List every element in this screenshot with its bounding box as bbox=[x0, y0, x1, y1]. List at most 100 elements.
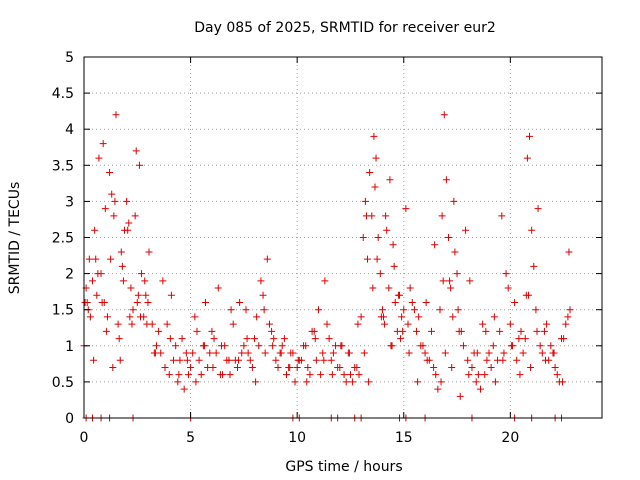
data-point bbox=[159, 277, 167, 285]
data-point bbox=[456, 392, 464, 400]
data-point bbox=[103, 313, 111, 321]
data-point bbox=[551, 363, 559, 371]
data-point bbox=[236, 298, 244, 306]
data-point bbox=[114, 320, 122, 328]
data-point bbox=[382, 212, 390, 220]
data-point bbox=[257, 277, 265, 285]
data-point bbox=[449, 313, 457, 321]
data-point bbox=[441, 349, 449, 357]
data-point bbox=[112, 111, 120, 119]
data-point bbox=[227, 306, 235, 314]
data-point bbox=[345, 349, 353, 357]
data-point bbox=[106, 169, 114, 177]
data-point bbox=[189, 349, 197, 357]
data-point bbox=[386, 176, 394, 184]
data-point bbox=[214, 284, 222, 292]
data-point bbox=[534, 205, 542, 213]
data-point bbox=[311, 335, 319, 343]
data-point bbox=[278, 342, 286, 350]
data-point bbox=[83, 298, 91, 306]
data-point bbox=[430, 363, 438, 371]
data-point bbox=[127, 284, 135, 292]
data-point bbox=[233, 363, 241, 371]
data-point bbox=[476, 385, 484, 393]
data-point bbox=[111, 197, 119, 205]
data-point bbox=[504, 284, 512, 292]
data-point bbox=[325, 335, 333, 343]
data-point bbox=[176, 356, 184, 364]
data-point bbox=[559, 378, 567, 386]
data-point bbox=[337, 342, 345, 350]
grid-lines bbox=[84, 57, 602, 418]
data-point bbox=[167, 291, 175, 299]
data-point bbox=[243, 335, 251, 343]
data-point bbox=[453, 270, 461, 278]
tick-labels: 0 0.5 1 1.5 2 2.5 3 3.5 4 4.5 5 0 5 10 15 20 bbox=[52, 50, 520, 446]
data-point bbox=[376, 270, 384, 278]
data-point bbox=[445, 234, 453, 241]
data-point bbox=[193, 327, 201, 335]
data-point bbox=[378, 306, 386, 314]
data-point bbox=[89, 277, 97, 285]
data-point bbox=[110, 212, 118, 220]
data-point bbox=[372, 154, 380, 162]
data-point bbox=[274, 363, 282, 371]
y-tick-label: 2 bbox=[65, 267, 74, 283]
data-point bbox=[108, 190, 116, 198]
data-point bbox=[124, 226, 132, 234]
data-point bbox=[457, 327, 465, 335]
data-point bbox=[265, 320, 273, 328]
data-point bbox=[490, 313, 498, 321]
data-point bbox=[507, 342, 515, 350]
data-point bbox=[380, 313, 388, 321]
data-point bbox=[94, 270, 102, 278]
data-point bbox=[538, 349, 546, 357]
data-point bbox=[482, 327, 490, 335]
data-point bbox=[277, 349, 285, 357]
data-point bbox=[500, 349, 508, 357]
data-point bbox=[165, 371, 173, 379]
data-point bbox=[152, 342, 160, 350]
data-point bbox=[565, 248, 573, 256]
y-tick-label: 4.5 bbox=[52, 86, 74, 102]
data-point bbox=[319, 349, 327, 357]
data-point bbox=[217, 342, 225, 350]
data-point bbox=[472, 378, 480, 386]
data-point bbox=[439, 277, 447, 285]
data-point bbox=[438, 212, 446, 220]
data-point bbox=[268, 327, 276, 335]
axis-ticks bbox=[83, 56, 602, 419]
data-point bbox=[415, 313, 423, 321]
data-point bbox=[107, 255, 115, 263]
data-point bbox=[394, 291, 402, 299]
data-point bbox=[521, 335, 529, 343]
data-point bbox=[414, 378, 422, 386]
data-point bbox=[374, 234, 382, 241]
data-point bbox=[209, 363, 217, 371]
data-point bbox=[397, 335, 405, 343]
data-point bbox=[219, 371, 227, 379]
data-point bbox=[447, 284, 455, 292]
data-point bbox=[238, 349, 246, 357]
data-point bbox=[133, 298, 141, 306]
data-point bbox=[251, 335, 259, 343]
data-point bbox=[340, 371, 348, 379]
data-point bbox=[118, 262, 126, 270]
data-point bbox=[553, 371, 561, 379]
data-point bbox=[166, 335, 174, 343]
data-point bbox=[398, 313, 406, 321]
data-point bbox=[473, 349, 481, 357]
data-point bbox=[346, 371, 354, 379]
x-axis-label: GPS time / hours bbox=[285, 459, 402, 475]
data-point bbox=[306, 371, 314, 379]
data-points bbox=[80, 111, 574, 422]
data-point bbox=[405, 349, 413, 357]
y-tick-label: 0.5 bbox=[52, 375, 74, 391]
data-point bbox=[351, 363, 359, 371]
data-point bbox=[466, 277, 474, 285]
data-point bbox=[246, 356, 254, 364]
data-point bbox=[519, 349, 527, 357]
data-point bbox=[371, 183, 379, 191]
y-tick-label: 2.5 bbox=[52, 231, 74, 247]
